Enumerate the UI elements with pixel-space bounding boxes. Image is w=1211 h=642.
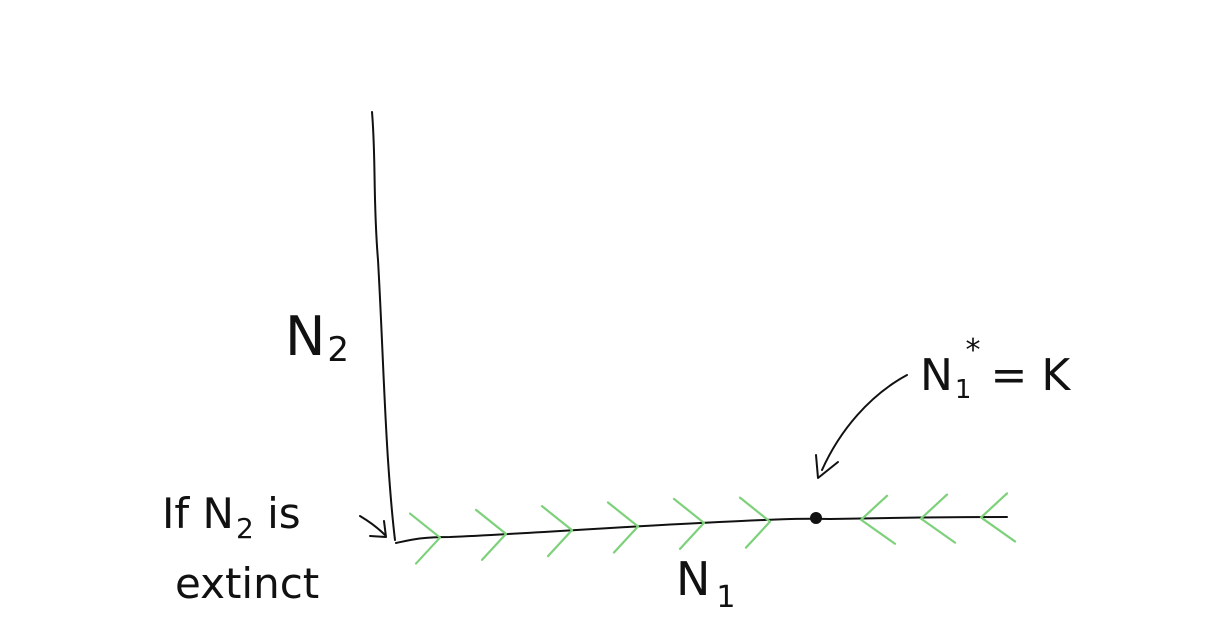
flow-arrow-right [540,505,574,558]
flow-arrow-right [672,497,706,551]
origin-pointer-arrow [359,515,386,536]
flow-arrow-left [919,493,957,544]
flow-arrow-right [408,512,442,565]
flow-arrows-right [408,496,772,565]
origin-pointer-arrowhead [369,520,387,538]
equilibrium-label: N1* = K [920,333,1071,405]
n2-axis [371,111,396,541]
equilibrium-pointer-arrow [821,374,908,471]
note-line-1: If N2 is [162,489,301,545]
flow-arrow-left [979,492,1017,543]
flow-arrows-left [859,492,1017,545]
flow-arrow-right [474,508,508,561]
equilibrium-point [810,512,822,524]
flow-arrow-right [606,501,640,554]
flow-arrow-right [738,496,772,549]
equilibrium-pointer-arrowhead [815,454,839,479]
n1-axis [395,516,1008,544]
note-line-2: extinct [175,559,319,608]
y-axis-label: N2 [285,305,349,370]
flow-arrow-left [859,494,897,545]
